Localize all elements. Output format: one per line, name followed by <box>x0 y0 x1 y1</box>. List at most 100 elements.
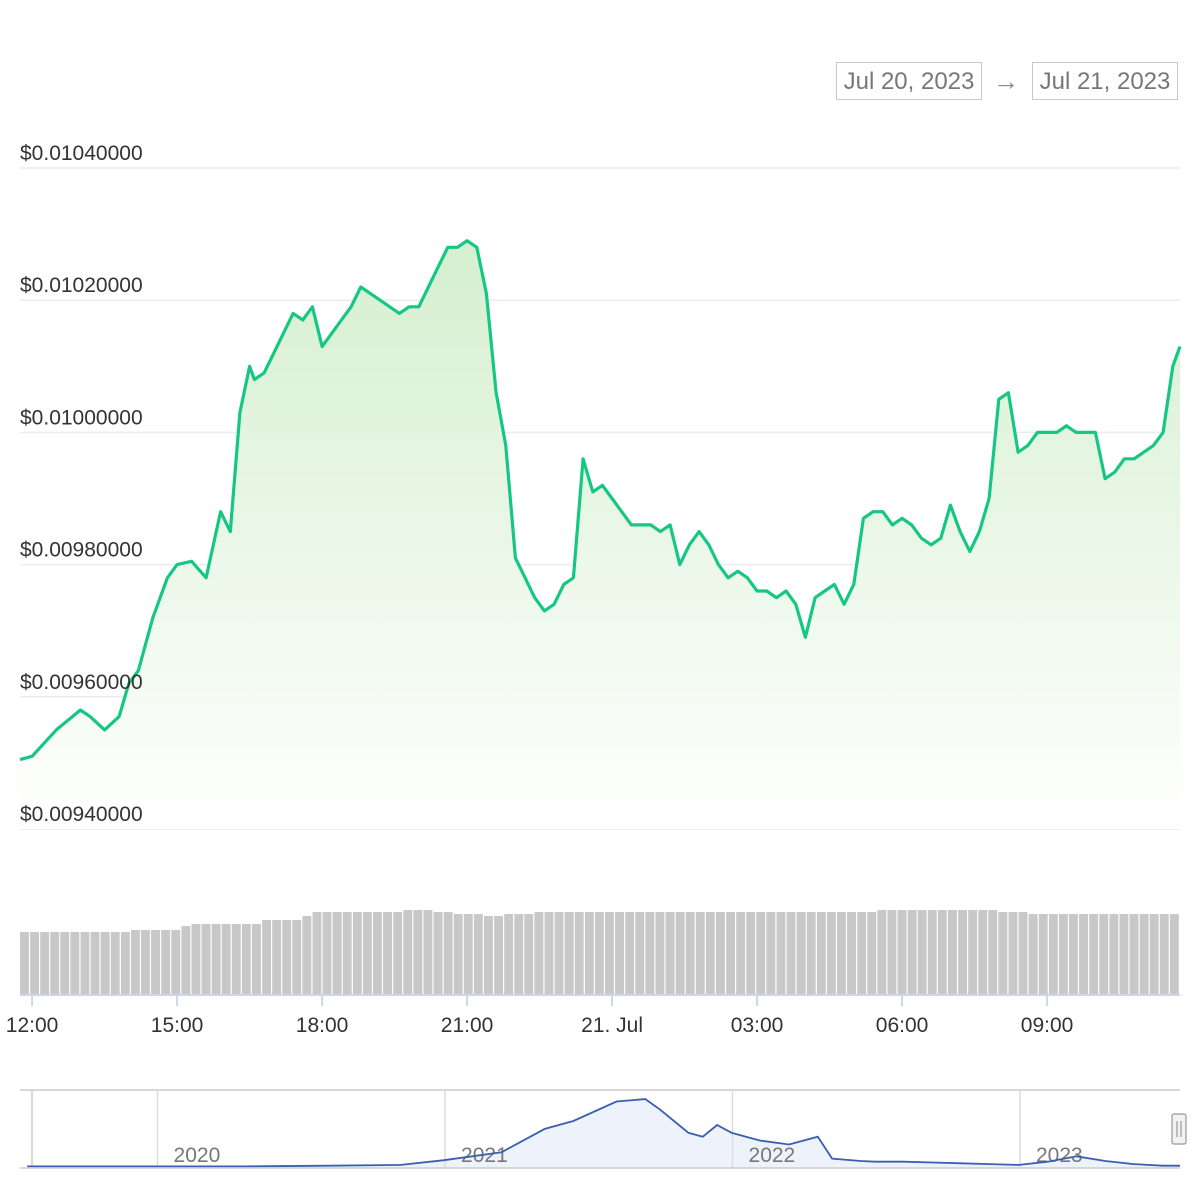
navigator: 2020 2021 2022 2023 <box>20 1089 1187 1169</box>
volume-bar <box>917 910 927 994</box>
volume-bar <box>837 912 846 994</box>
volume-bar <box>695 912 705 994</box>
y-tick-label: $0.01000000 <box>20 406 143 429</box>
volume-bar <box>584 912 594 994</box>
volume-bar <box>877 910 887 994</box>
x-tick-label: 15:00 <box>151 1014 204 1037</box>
volume-bar <box>635 912 645 994</box>
volume-bar <box>272 920 282 994</box>
volume-bar <box>20 932 29 994</box>
volume-bar <box>70 932 80 994</box>
x-tick-label: 21. Jul <box>581 1014 643 1037</box>
y-tick-label: $0.00980000 <box>20 539 143 562</box>
volume-bar <box>504 914 514 994</box>
volume-bar <box>151 930 160 994</box>
range-to-input[interactable]: Jul 21, 2023 <box>1032 62 1178 100</box>
volume-bar <box>393 912 403 994</box>
volume-bar <box>816 912 826 994</box>
volume-bar <box>90 932 100 994</box>
volume-bar <box>1038 914 1048 994</box>
volume-bar <box>554 912 564 994</box>
volume-bar <box>705 912 715 994</box>
volume-bar <box>1119 914 1129 994</box>
volume-bar <box>958 910 967 994</box>
volume-bar <box>1159 914 1169 994</box>
volume-bar <box>726 912 735 994</box>
x-tick-label: 18:00 <box>296 1014 349 1037</box>
volume-bar <box>867 912 877 994</box>
volume-bar <box>786 912 796 994</box>
range-from-input[interactable]: Jul 20, 2023 <box>836 62 982 100</box>
volume-bar <box>443 912 453 994</box>
volume-bar <box>716 912 725 994</box>
volume-bar <box>1109 914 1119 994</box>
volume-bar <box>514 914 524 994</box>
x-tick-label: 09:00 <box>1021 1014 1074 1037</box>
volume-bar <box>806 912 816 994</box>
volume-bar <box>1018 912 1028 994</box>
volume-bar <box>544 912 554 994</box>
volume-bar <box>685 912 695 994</box>
volume-bar <box>131 930 140 994</box>
volume-bar <box>383 912 392 994</box>
navigator-year-label: 2023 <box>1036 1144 1083 1167</box>
volume-bar <box>363 912 372 994</box>
y-tick-label: $0.01020000 <box>20 274 143 297</box>
range-arrow: → <box>993 66 1019 96</box>
volume-bar <box>645 912 655 994</box>
volume-bar <box>282 920 292 994</box>
volume-bar <box>413 910 423 994</box>
volume-bar <box>241 924 251 994</box>
volume-bar <box>766 912 776 994</box>
volume-bar <box>292 920 302 994</box>
volume-bar <box>484 916 493 994</box>
volume-bar <box>675 912 685 994</box>
navigator-year-label: 2020 <box>174 1144 221 1167</box>
volume-bar <box>887 910 897 994</box>
volume-bar <box>736 912 746 994</box>
volume-bar <box>1089 914 1099 994</box>
volume-bar <box>342 912 352 994</box>
volume-bar <box>30 932 39 994</box>
price-area-fill <box>20 240 1180 829</box>
volume-bar <box>100 932 110 994</box>
volume-bar <box>494 916 503 994</box>
volume-bar <box>453 914 463 994</box>
volume-bar <box>988 910 998 994</box>
volume-bar <box>1079 914 1088 994</box>
volume-bar <box>978 910 988 994</box>
volume-bar <box>1139 914 1149 994</box>
x-tick-label: 03:00 <box>731 1014 784 1037</box>
price-line <box>19 239 1182 762</box>
volume-bar <box>1169 914 1179 994</box>
volume-bar <box>231 924 241 994</box>
volume-bar <box>373 912 382 994</box>
volume-bar <box>1069 914 1078 994</box>
volume-bar <box>201 924 211 994</box>
y-tick-label: $0.00960000 <box>20 671 143 694</box>
volume-bar <box>211 924 221 994</box>
volume-bar <box>120 932 130 994</box>
volume-bar <box>897 910 907 994</box>
volume-bar <box>998 912 1008 994</box>
volume-bar <box>221 924 231 994</box>
volume-bar <box>574 912 584 994</box>
x-tick-label: 12:00 <box>6 1014 59 1037</box>
volume-bar <box>40 932 50 994</box>
volume-bar <box>50 932 60 994</box>
volume-bar <box>1099 914 1109 994</box>
volume-bar <box>80 932 90 994</box>
navigator-line <box>27 1098 1180 1168</box>
volume-bar <box>524 914 534 994</box>
volume-bar <box>1129 914 1139 994</box>
volume-bar <box>796 912 806 994</box>
volume-bar <box>1008 912 1018 994</box>
x-tick-label: 21:00 <box>441 1014 494 1037</box>
volume-bar <box>534 912 544 994</box>
navigator-handle[interactable] <box>1171 1113 1187 1145</box>
volume-bar <box>60 932 70 994</box>
volume-bar <box>655 912 665 994</box>
volume-bar <box>595 912 604 994</box>
volume-bar <box>1059 914 1068 994</box>
